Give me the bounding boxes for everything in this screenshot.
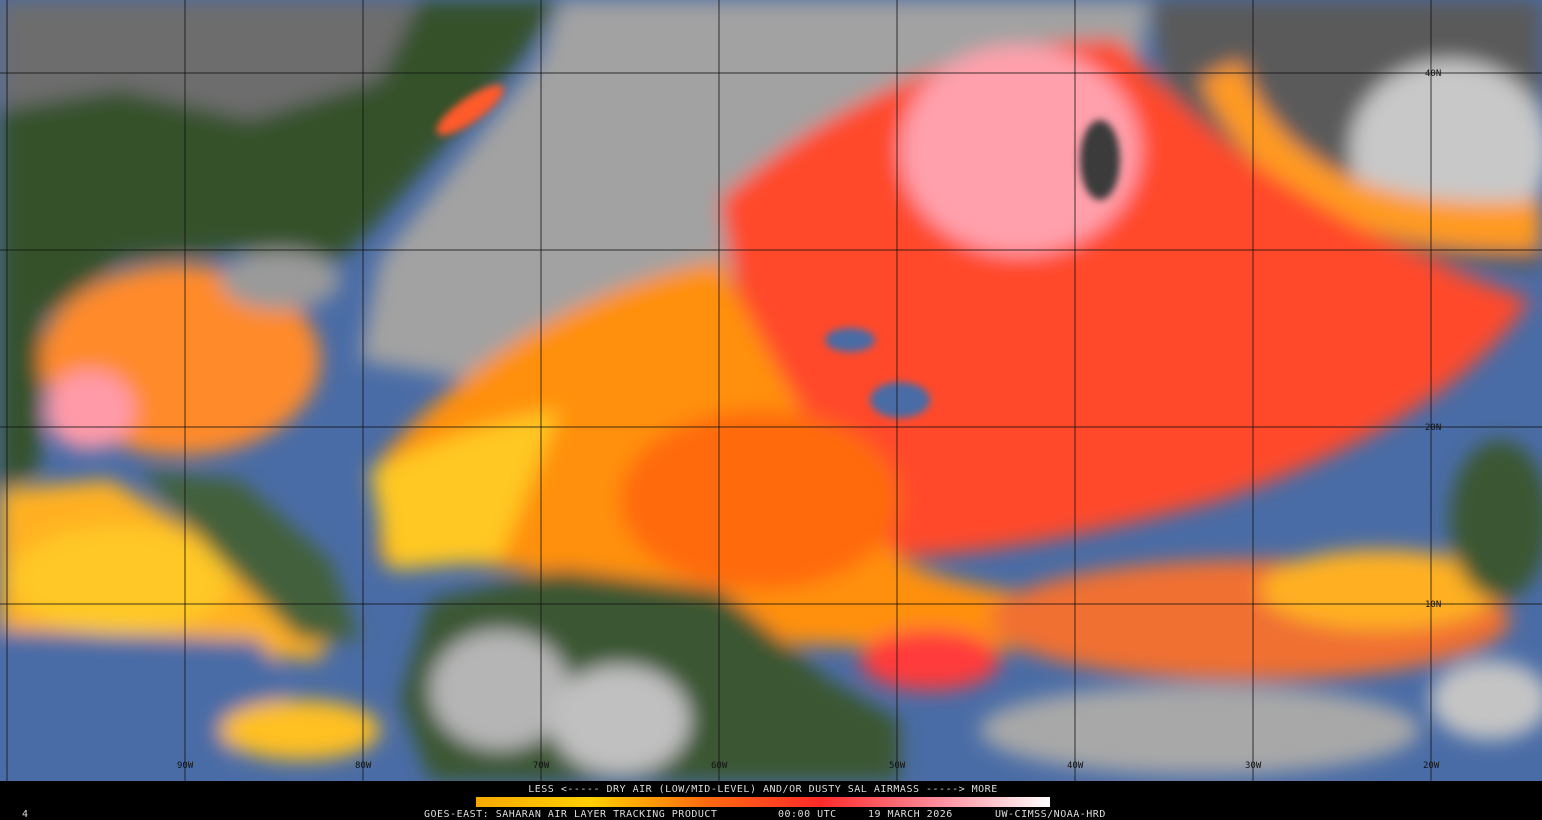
latitude-label: 40N — [1425, 69, 1441, 79]
scale-caption: LESS <----- DRY AIR (LOW/MID-LEVEL) AND/… — [528, 784, 997, 795]
latitude-label: 20N — [1425, 423, 1441, 433]
frame-number: 4 — [22, 809, 29, 820]
longitude-label: 70W — [533, 761, 550, 771]
longitude-label: 90W — [177, 761, 194, 771]
lat-lon-grid — [0, 0, 1542, 781]
longitude-label: 40W — [1067, 761, 1084, 771]
time: 00:00 UTC — [778, 809, 837, 820]
latitude-label: 10N — [1425, 600, 1441, 610]
longitude-label: 50W — [889, 761, 906, 771]
longitude-label: 20W — [1423, 761, 1440, 771]
longitude-label: 80W — [355, 761, 372, 771]
longitude-label: 30W — [1245, 761, 1262, 771]
date: 19 MARCH 2026 — [868, 809, 953, 820]
credit: UW-CIMSS/NOAA-HRD — [995, 809, 1106, 820]
product-name: GOES-EAST: SAHARAN AIR LAYER TRACKING PR… — [424, 809, 717, 820]
imagery — [0, 0, 1542, 781]
grid-labels: 90W 80W 70W 60W 50W 40W 30W 20W 40N 20N 10N — [177, 69, 1441, 771]
longitude-label: 60W — [711, 761, 728, 771]
color-scale — [476, 797, 1050, 807]
